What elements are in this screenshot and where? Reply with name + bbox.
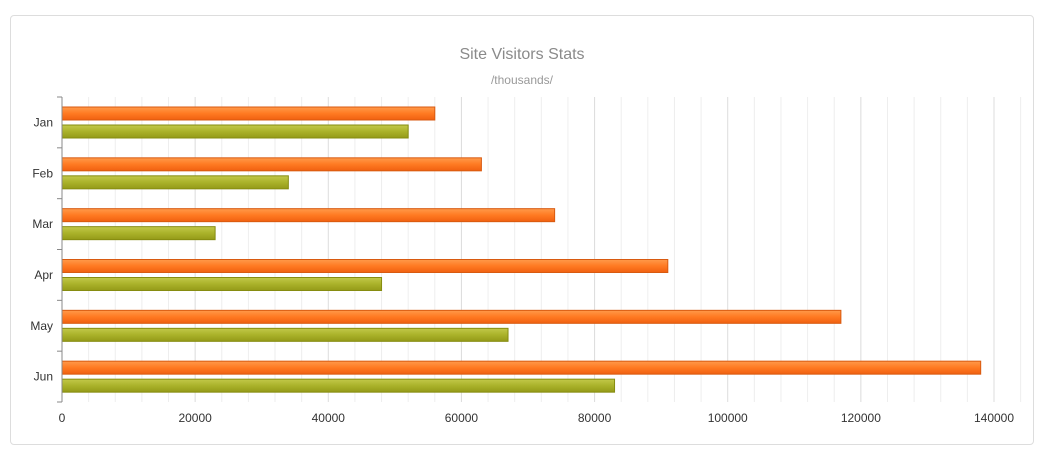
x-tick-label: 40000 (312, 411, 346, 425)
x-tick-label: 140000 (974, 411, 1014, 425)
bar-jun-series-2 (61, 378, 616, 393)
bar-may-series-2 (61, 327, 509, 342)
x-tick-label: 60000 (445, 411, 479, 425)
x-tick-label: 120000 (841, 411, 881, 425)
x-tick-label: 20000 (178, 411, 212, 425)
bar-jan-series-2 (61, 124, 409, 139)
bar-feb-series-1 (61, 157, 482, 172)
y-tick-label: Jan (34, 115, 53, 129)
bar-apr-series-1 (61, 259, 669, 273)
x-tick-label: 80000 (578, 411, 612, 425)
bar-apr-series-2 (61, 277, 383, 291)
x-tick-label: 100000 (708, 411, 748, 425)
chart-title: Site Visitors Stats (459, 46, 584, 63)
bar-jun-series-1 (61, 360, 982, 375)
y-tick-label: May (30, 319, 53, 333)
chart-subtitle: /thousands/ (491, 73, 554, 87)
bar-jan-series-1 (61, 106, 436, 121)
x-tick-label: 0 (59, 411, 66, 425)
y-tick-label: Jun (34, 370, 53, 384)
y-tick-label: Apr (34, 268, 53, 282)
y-tick-label: Feb (32, 166, 53, 180)
bar-feb-series-2 (61, 175, 289, 190)
bar-mar-series-2 (61, 226, 216, 241)
y-tick-label: Mar (32, 217, 53, 231)
bar-mar-series-1 (61, 208, 556, 223)
bar-may-series-1 (61, 309, 842, 324)
